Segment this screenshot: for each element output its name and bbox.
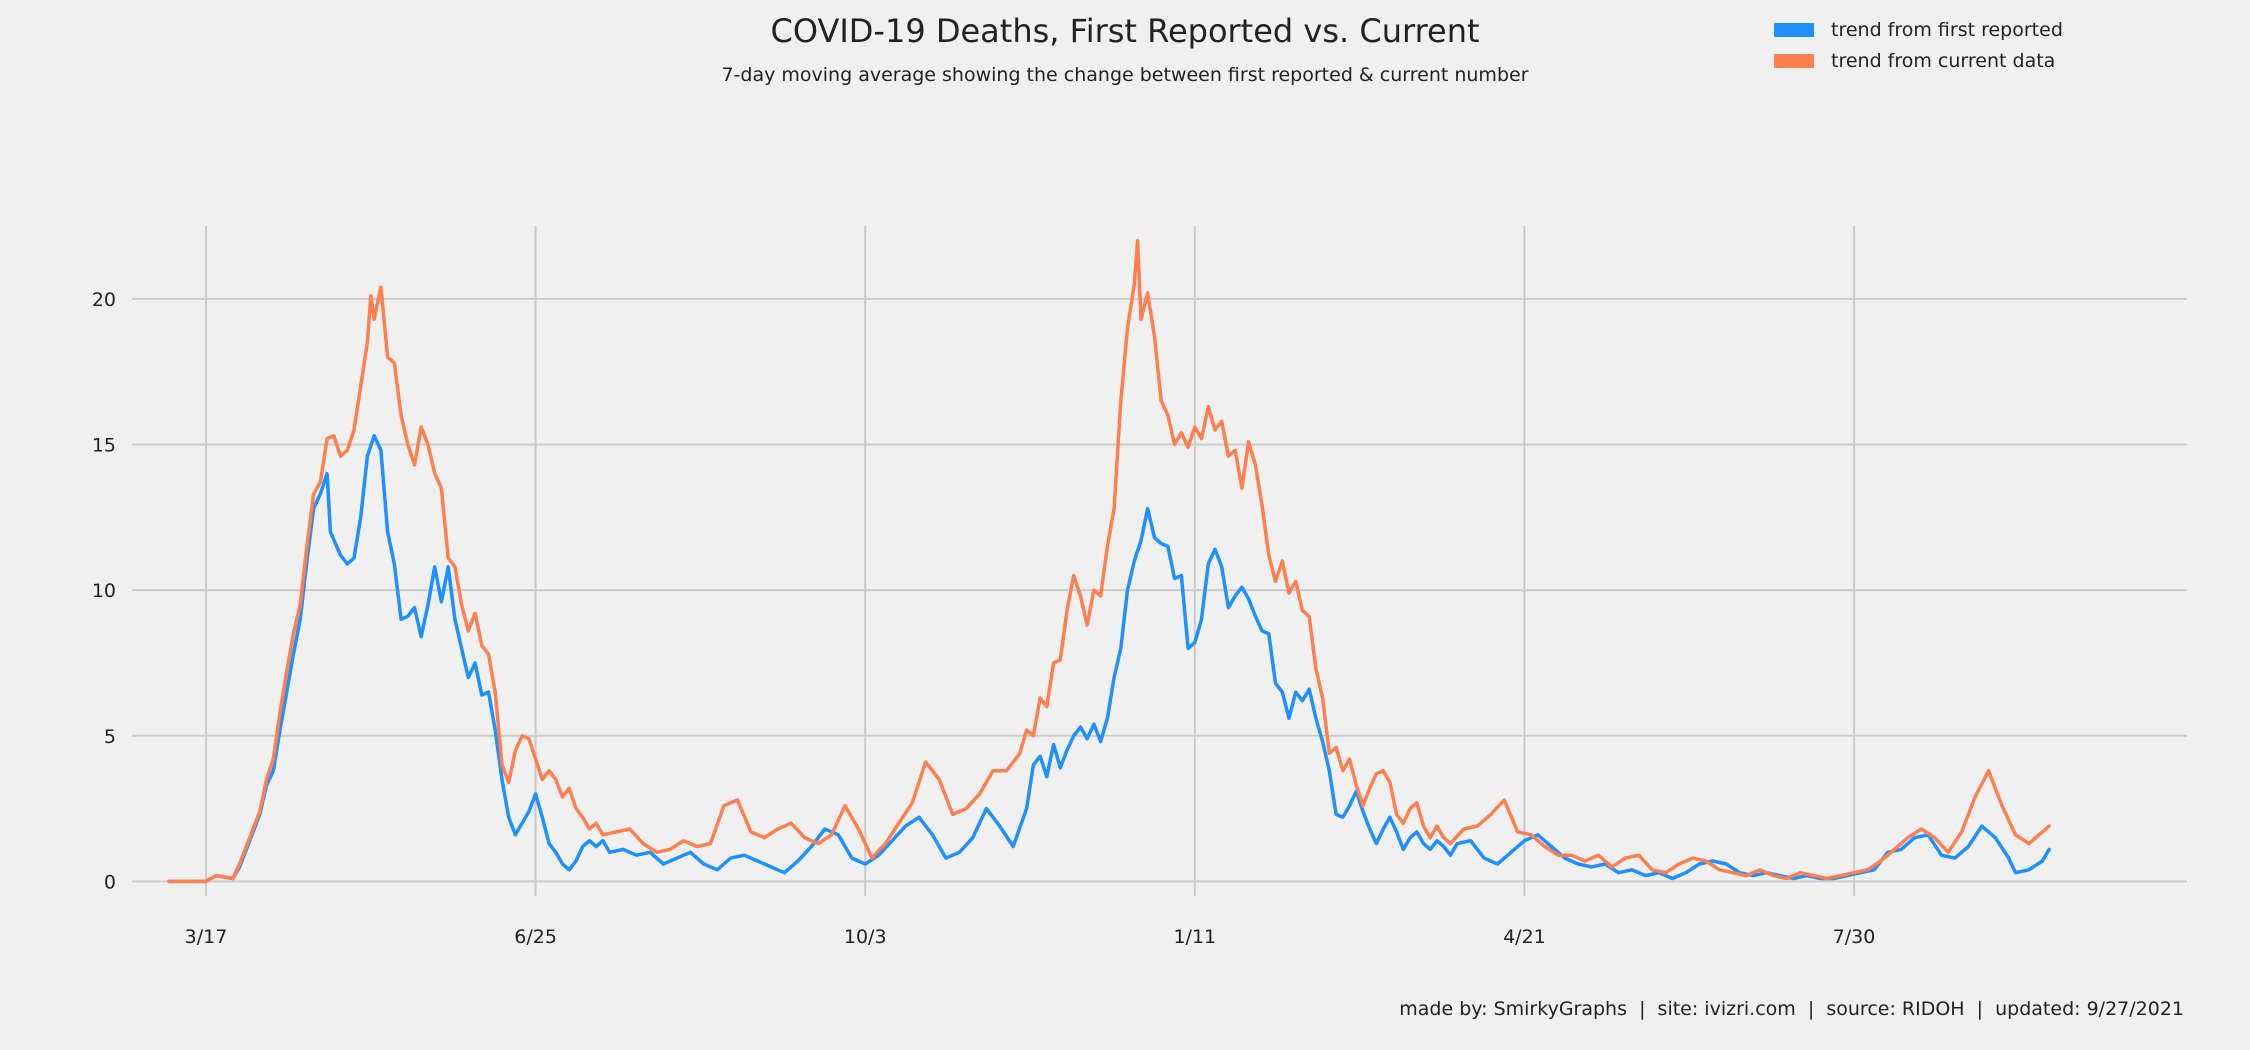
legend-item-first-reported: trend from first reported: [1774, 14, 2063, 45]
y-tick-label: 5: [104, 726, 116, 748]
x-tick-label: 3/17: [185, 926, 228, 948]
y-tick-label: 15: [92, 434, 116, 456]
legend-label-first-reported: trend from first reported: [1831, 18, 2063, 41]
x-tick-label: 4/21: [1503, 926, 1546, 948]
chart-subtitle: 7-day moving average showing the change …: [721, 64, 1529, 86]
footer-credits: made by: SmirkyGraphs | site: ivizri.com…: [1399, 998, 2184, 1020]
y-tick-label: 10: [92, 580, 116, 602]
x-tick-label: 7/30: [1833, 926, 1876, 948]
legend-swatch-first-reported: [1774, 22, 1814, 37]
tick-labels: 0 5 10 15 20 3/17 6/25 10/3 1/11 4/21 7/30: [92, 289, 1876, 948]
x-tick-label: 10/3: [844, 926, 887, 948]
grid-lines: [132, 226, 2187, 896]
legend-label-current-data: trend from current data: [1831, 49, 2056, 72]
series-line-first-reported: [167, 433, 2051, 884]
legend: trend from first reported trend from cur…: [1774, 14, 2063, 76]
x-tick-label: 1/11: [1173, 926, 1216, 948]
legend-item-current-data: trend from current data: [1774, 45, 2063, 76]
x-tick-label: 6/25: [514, 926, 557, 948]
chart-title: COVID-19 Deaths, First Reported vs. Curr…: [770, 12, 1480, 50]
legend-swatch-current-data: [1774, 53, 1814, 68]
series-lines: [167, 238, 2051, 884]
y-tick-label: 0: [104, 871, 116, 893]
y-tick-label: 20: [92, 289, 116, 311]
series-line-current-data: [167, 238, 2051, 884]
